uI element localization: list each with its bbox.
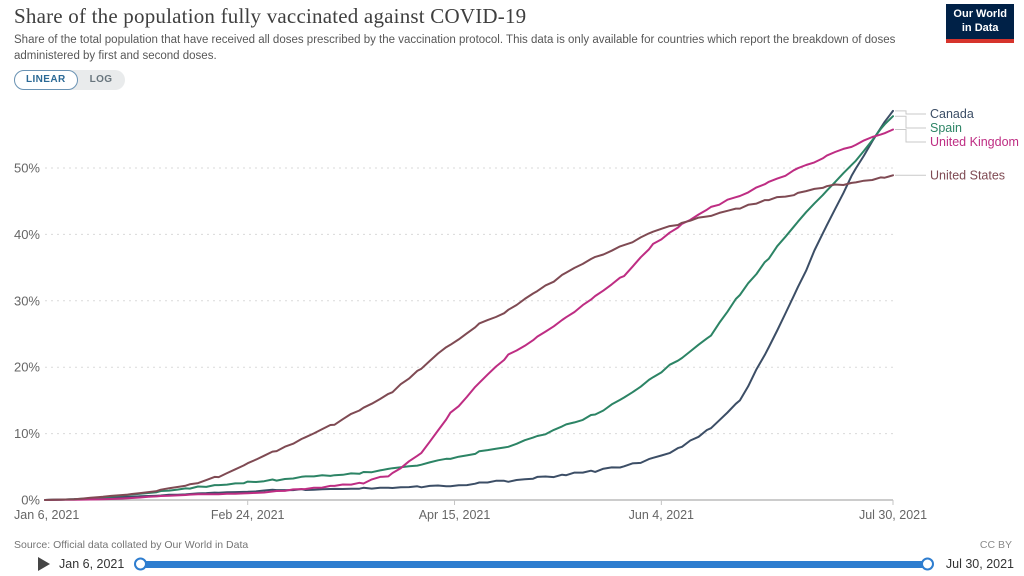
svg-text:Jul 30, 2021: Jul 30, 2021: [859, 508, 927, 522]
svg-text:Jun 4, 2021: Jun 4, 2021: [629, 508, 694, 522]
chart-subtitle: Share of the total population that have …: [14, 34, 896, 62]
svg-text:10%: 10%: [14, 426, 40, 441]
svg-text:30%: 30%: [14, 293, 40, 308]
timeline-handle-end[interactable]: [920, 557, 934, 571]
scale-toggle: LINEAR LOG: [14, 70, 125, 90]
svg-text:Apr 15, 2021: Apr 15, 2021: [419, 508, 491, 522]
chart-header: Share of the population fully vaccinated…: [14, 4, 944, 64]
linear-scale-button[interactable]: LINEAR: [14, 70, 78, 90]
source-note: Source: Official data collated by Our Wo…: [14, 539, 249, 551]
owid-logo-line1: Our World: [953, 8, 1007, 20]
svg-text:0%: 0%: [21, 493, 40, 508]
page-title: Share of the population fully vaccinated…: [14, 4, 527, 28]
license-link[interactable]: CC BY: [979, 539, 1012, 551]
svg-text:40%: 40%: [14, 227, 40, 242]
svg-text:Canada: Canada: [930, 107, 974, 121]
owid-logo-line2: in Data: [961, 21, 999, 34]
timeline-end-label: Jul 30, 2021: [945, 557, 1014, 571]
svg-text:Spain: Spain: [930, 121, 962, 135]
timeline-handle-start[interactable]: [134, 557, 148, 571]
svg-text:United Kingdom: United Kingdom: [930, 135, 1019, 149]
chart-footer: Source: Official data collated by Our Wo…: [14, 539, 1012, 551]
svg-text:20%: 20%: [14, 360, 40, 375]
svg-text:United States: United States: [930, 168, 1005, 182]
svg-text:Jan 6, 2021: Jan 6, 2021: [14, 508, 79, 522]
svg-text:Feb 24, 2021: Feb 24, 2021: [211, 508, 285, 522]
timeline-bar: Jan 6, 2021 Jul 30, 2021: [0, 554, 1024, 576]
timeline-slider[interactable]: [134, 557, 934, 571]
play-icon[interactable]: [38, 557, 50, 571]
owid-logo[interactable]: Our World in Data: [946, 4, 1014, 43]
svg-text:50%: 50%: [14, 161, 40, 176]
timeline-start-label: Jan 6, 2021: [59, 557, 125, 571]
log-scale-button[interactable]: LOG: [78, 70, 125, 90]
